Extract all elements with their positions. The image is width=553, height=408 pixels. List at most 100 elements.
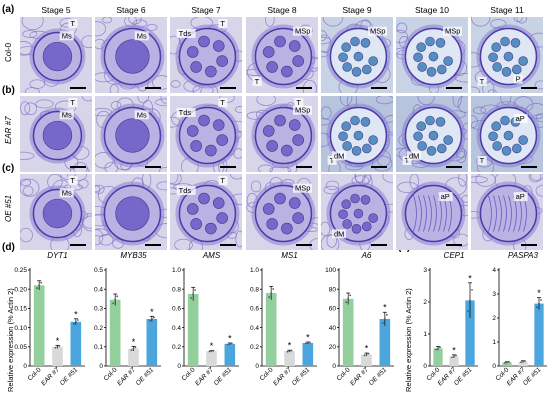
annotation-ap: aP (516, 192, 525, 201)
y-tick-label: 80 (329, 286, 337, 293)
annotation-ms: Ms (62, 188, 72, 197)
micrograph-a-stage10: MSp (396, 17, 468, 93)
significance-star: * (288, 341, 292, 351)
y-tick-label: 0.4 (250, 325, 259, 332)
y-tick-label: 0.25 (14, 267, 27, 274)
bar-ear-7 (52, 346, 63, 366)
significance-star: * (74, 309, 78, 319)
annotation-msp: MSp (445, 27, 460, 36)
chart-title: PASPA3 (508, 251, 538, 260)
bar-ear-7 (361, 354, 372, 366)
y-tick-label: 20 (329, 344, 337, 351)
stage-label-5: Stage 5 (41, 5, 71, 15)
annotation-t: T (480, 77, 485, 86)
micrograph-a-stage9: MSp (321, 17, 393, 93)
annotation-ms: Ms (62, 31, 72, 40)
y-tick-label: 0.1 (94, 344, 103, 351)
annotation-dm: dM (334, 229, 344, 238)
panel-letter-d: (d) (2, 242, 15, 253)
stage-label-7: Stage 7 (191, 5, 221, 15)
micrograph-b-stage5: Ms T (20, 96, 92, 172)
micrograph-c-stage8: MSp (246, 174, 318, 250)
bar-oe-51 (70, 321, 82, 366)
stage-label-10: Stage 10 (414, 5, 450, 15)
y-tick-label: 0.4 (172, 325, 181, 332)
annotation-t: T (405, 156, 410, 165)
micrograph-b-stage7: Tds T (170, 96, 242, 172)
significance-star: * (365, 344, 369, 354)
y-tick-label: 0.20 (14, 286, 27, 293)
micrograph-a-stage8: T MSp (246, 17, 318, 93)
micrograph-b-stage8: MSp T (246, 96, 318, 172)
y-tick-label: 0.6 (250, 306, 259, 313)
significance-star: * (306, 333, 310, 343)
significance-star: * (537, 288, 541, 298)
annotation-ms: Ms (137, 31, 147, 40)
annotation-t: T (70, 19, 75, 28)
annotation-t: T (296, 98, 301, 107)
significance-star: * (132, 337, 136, 347)
bar-oe-51 (146, 318, 158, 366)
micrograph-c-stage9: dM (321, 174, 393, 250)
y-tick-label: 0.6 (172, 306, 181, 313)
annotation-ms: Ms (62, 110, 72, 119)
annotation-msp: MSp (295, 184, 310, 193)
bar-col-0 (187, 294, 199, 366)
micrograph-a-stage6: Ms (95, 17, 167, 93)
y-tick-label: 0.5 (94, 267, 103, 274)
annotation-tds: Tds (179, 108, 192, 117)
annotation-p: P (516, 75, 521, 84)
annotation-msp: MSp (370, 27, 385, 36)
bar-oe-51 (224, 343, 236, 366)
bar-ear-7 (284, 351, 295, 366)
annotation-t: T (255, 77, 260, 86)
y-tick-label: 0.2 (94, 325, 103, 332)
annotation-t: T (70, 176, 75, 185)
chart-title: A6 (361, 251, 372, 260)
y-tick-label: 3 (492, 291, 496, 298)
y-tick-label: 40 (329, 325, 337, 332)
annotation-t: T (220, 98, 225, 107)
y-tick-label: 0 (423, 363, 427, 370)
annotation-msp: MSp (295, 106, 310, 115)
annotation-ap: aP (516, 114, 525, 123)
significance-star: * (452, 345, 456, 355)
significance-star: * (150, 307, 154, 317)
annotation-t: T (330, 156, 335, 165)
y-tick-label: 0 (332, 363, 336, 370)
bar-ear-7 (206, 351, 217, 366)
y-tick-label: 0.4 (94, 286, 103, 293)
y-tick-label: 3 (423, 267, 427, 274)
y-tick-label: 0 (177, 363, 181, 370)
chart-title: MS1 (281, 251, 297, 260)
y-tick-label: 0.3 (94, 306, 103, 313)
bar-col-0 (265, 293, 277, 366)
stage-label-11: Stage 11 (490, 5, 524, 15)
stage-label-6: Stage 6 (116, 5, 146, 15)
y-tick-label: 0.2 (250, 344, 259, 351)
y-tick-label: 1 (423, 331, 427, 338)
y-tick-label: 0.2 (172, 344, 181, 351)
y-tick-label: 0.8 (172, 286, 181, 293)
y-tick-label: 0.8 (250, 286, 259, 293)
micrograph-a-stage7: Tds T (170, 17, 242, 93)
panel-letter-c: (c) (2, 163, 15, 174)
bar-oe-51 (534, 303, 544, 366)
bar-oe-51 (465, 300, 475, 366)
bar-ear-7 (449, 356, 459, 366)
annotation-t: T (480, 156, 485, 165)
bar-col-0 (342, 298, 354, 366)
significance-star: * (383, 303, 387, 313)
y-tick-label: 2 (423, 299, 427, 306)
annotation-msp: MSp (295, 27, 310, 36)
panel-letter-a: (a) (2, 4, 15, 15)
annotation-tds: Tds (179, 186, 192, 195)
y-tick-label: 0.10 (14, 325, 27, 332)
y-tick-label: 100 (325, 267, 336, 274)
y-tick-label: 0 (492, 363, 496, 370)
panel-letter-b: (b) (2, 85, 15, 96)
significance-star: * (56, 336, 60, 346)
micrograph-c-stage5: Ms T (20, 174, 92, 250)
y-tick-label: 4 (492, 267, 496, 274)
